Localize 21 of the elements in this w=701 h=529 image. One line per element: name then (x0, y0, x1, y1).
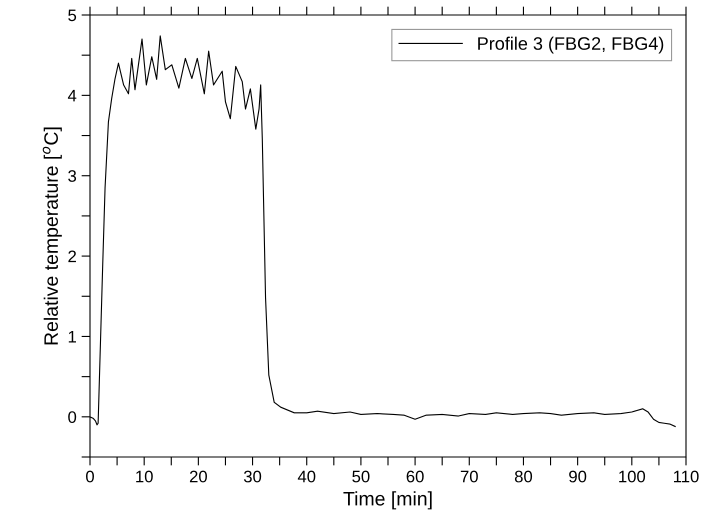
x-tick-label: 110 (674, 470, 699, 482)
x-tick-label: 50 (352, 470, 370, 482)
x-tick-label: 40 (298, 470, 316, 482)
x-tick-label: 90 (569, 470, 586, 482)
legend-label: Profile 3 (FBG2, FBG4) (478, 36, 664, 54)
y-axis-title: Relative temperature [$^{o}$C] (42, 128, 62, 344)
x-tick-label: 10 (136, 470, 153, 482)
x-tick-label: 70 (460, 470, 478, 482)
y-tick-label: 5 (68, 10, 76, 22)
x-tick-label: 30 (244, 470, 262, 482)
x-tick-label: 20 (190, 470, 207, 482)
y-tick-label: 2 (68, 250, 76, 262)
y-tick-label: 4 (68, 90, 76, 102)
x-tick-label: 80 (514, 470, 532, 482)
x-tick-label: 100 (619, 470, 646, 482)
y-tick-label: 1 (68, 331, 76, 342)
y-tick-label: 0 (68, 411, 76, 424)
x-tick-label: 60 (406, 470, 424, 482)
x-tick-label: 0 (86, 470, 94, 482)
y-tick-label: 3 (68, 170, 76, 182)
x-axis-title: Time [min] (343, 491, 432, 510)
